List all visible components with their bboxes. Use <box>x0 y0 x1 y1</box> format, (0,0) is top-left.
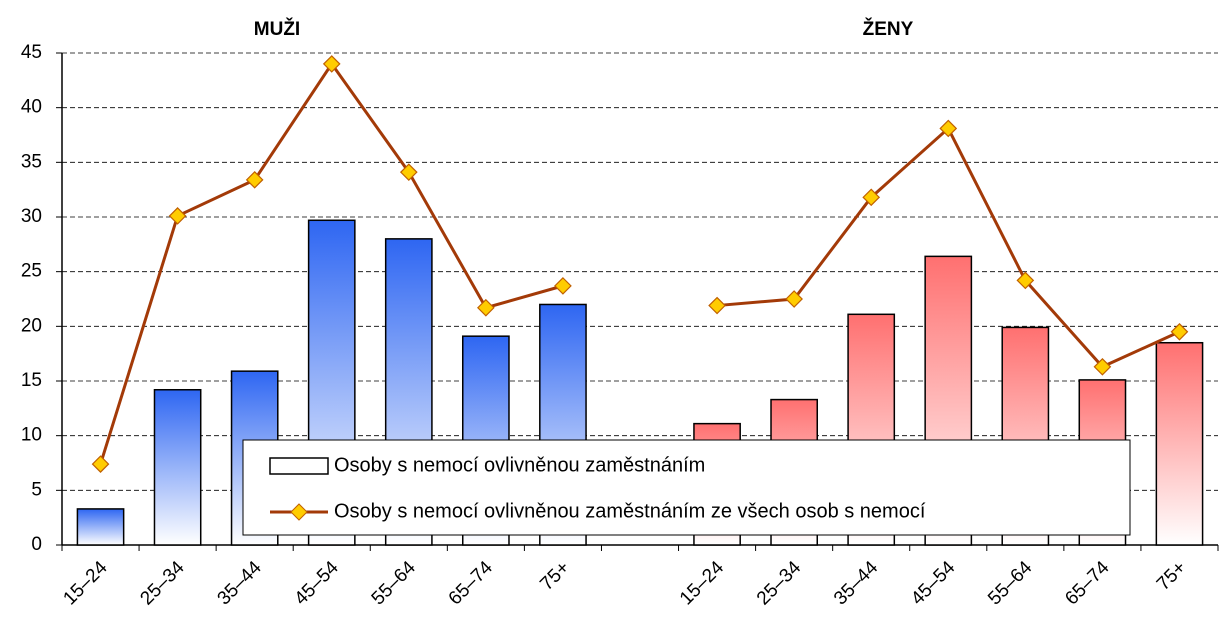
marker <box>554 277 572 295</box>
marker <box>245 170 264 189</box>
x-tick-label: 55–64 <box>984 557 1037 610</box>
y-tick-label: 0 <box>31 534 42 555</box>
x-tick-label: 45–54 <box>907 557 960 610</box>
group-title: MUŽI <box>254 18 300 40</box>
legend-marker <box>290 503 308 521</box>
x-tick-label: 15–24 <box>676 557 729 610</box>
x-tick-label: 75+ <box>1153 557 1191 595</box>
marker <box>91 455 110 473</box>
y-tick-label: 45 <box>21 42 42 63</box>
marker <box>399 163 418 182</box>
x-tick-label: 25–34 <box>753 557 806 610</box>
marker <box>477 298 495 317</box>
legend-box <box>242 439 1131 536</box>
y-tick-label: 5 <box>31 479 42 500</box>
marker <box>322 55 341 73</box>
group-title: ŽENY <box>863 18 914 40</box>
y-tick-label: 20 <box>21 315 42 336</box>
legend-label: Osoby s nemocí ovlivněnou zaměstnáním ze… <box>334 500 926 522</box>
y-tick-label: 30 <box>21 206 42 227</box>
marker <box>708 296 726 315</box>
legend-swatch <box>269 457 329 475</box>
y-tick-label: 10 <box>21 425 42 446</box>
x-tick-label: 65–74 <box>445 557 498 610</box>
x-tick-label: 65–74 <box>1061 557 1114 610</box>
bar <box>153 388 202 546</box>
marker <box>862 188 881 207</box>
marker <box>1093 357 1112 376</box>
x-tick-label: 15–24 <box>59 557 112 610</box>
x-tick-label: 55–64 <box>368 557 421 610</box>
marker <box>1016 271 1035 290</box>
x-tick-label: 35–44 <box>830 557 883 610</box>
marker <box>1170 322 1189 341</box>
x-tick-label: 35–44 <box>214 557 267 610</box>
bar <box>76 508 125 546</box>
y-tick-label: 15 <box>21 370 42 391</box>
x-tick-label: 45–54 <box>291 557 344 610</box>
x-tick-label: 25–34 <box>136 557 189 610</box>
bar <box>1155 341 1204 546</box>
legend-label: Osoby s nemocí ovlivněnou zaměstnáním <box>334 454 705 476</box>
x-tick-label: 75+ <box>536 557 574 595</box>
marker <box>168 207 187 225</box>
y-tick-label: 35 <box>21 151 42 172</box>
y-tick-label: 25 <box>21 261 42 282</box>
marker <box>785 290 803 308</box>
y-tick-label: 40 <box>21 97 42 118</box>
marker <box>939 119 958 138</box>
